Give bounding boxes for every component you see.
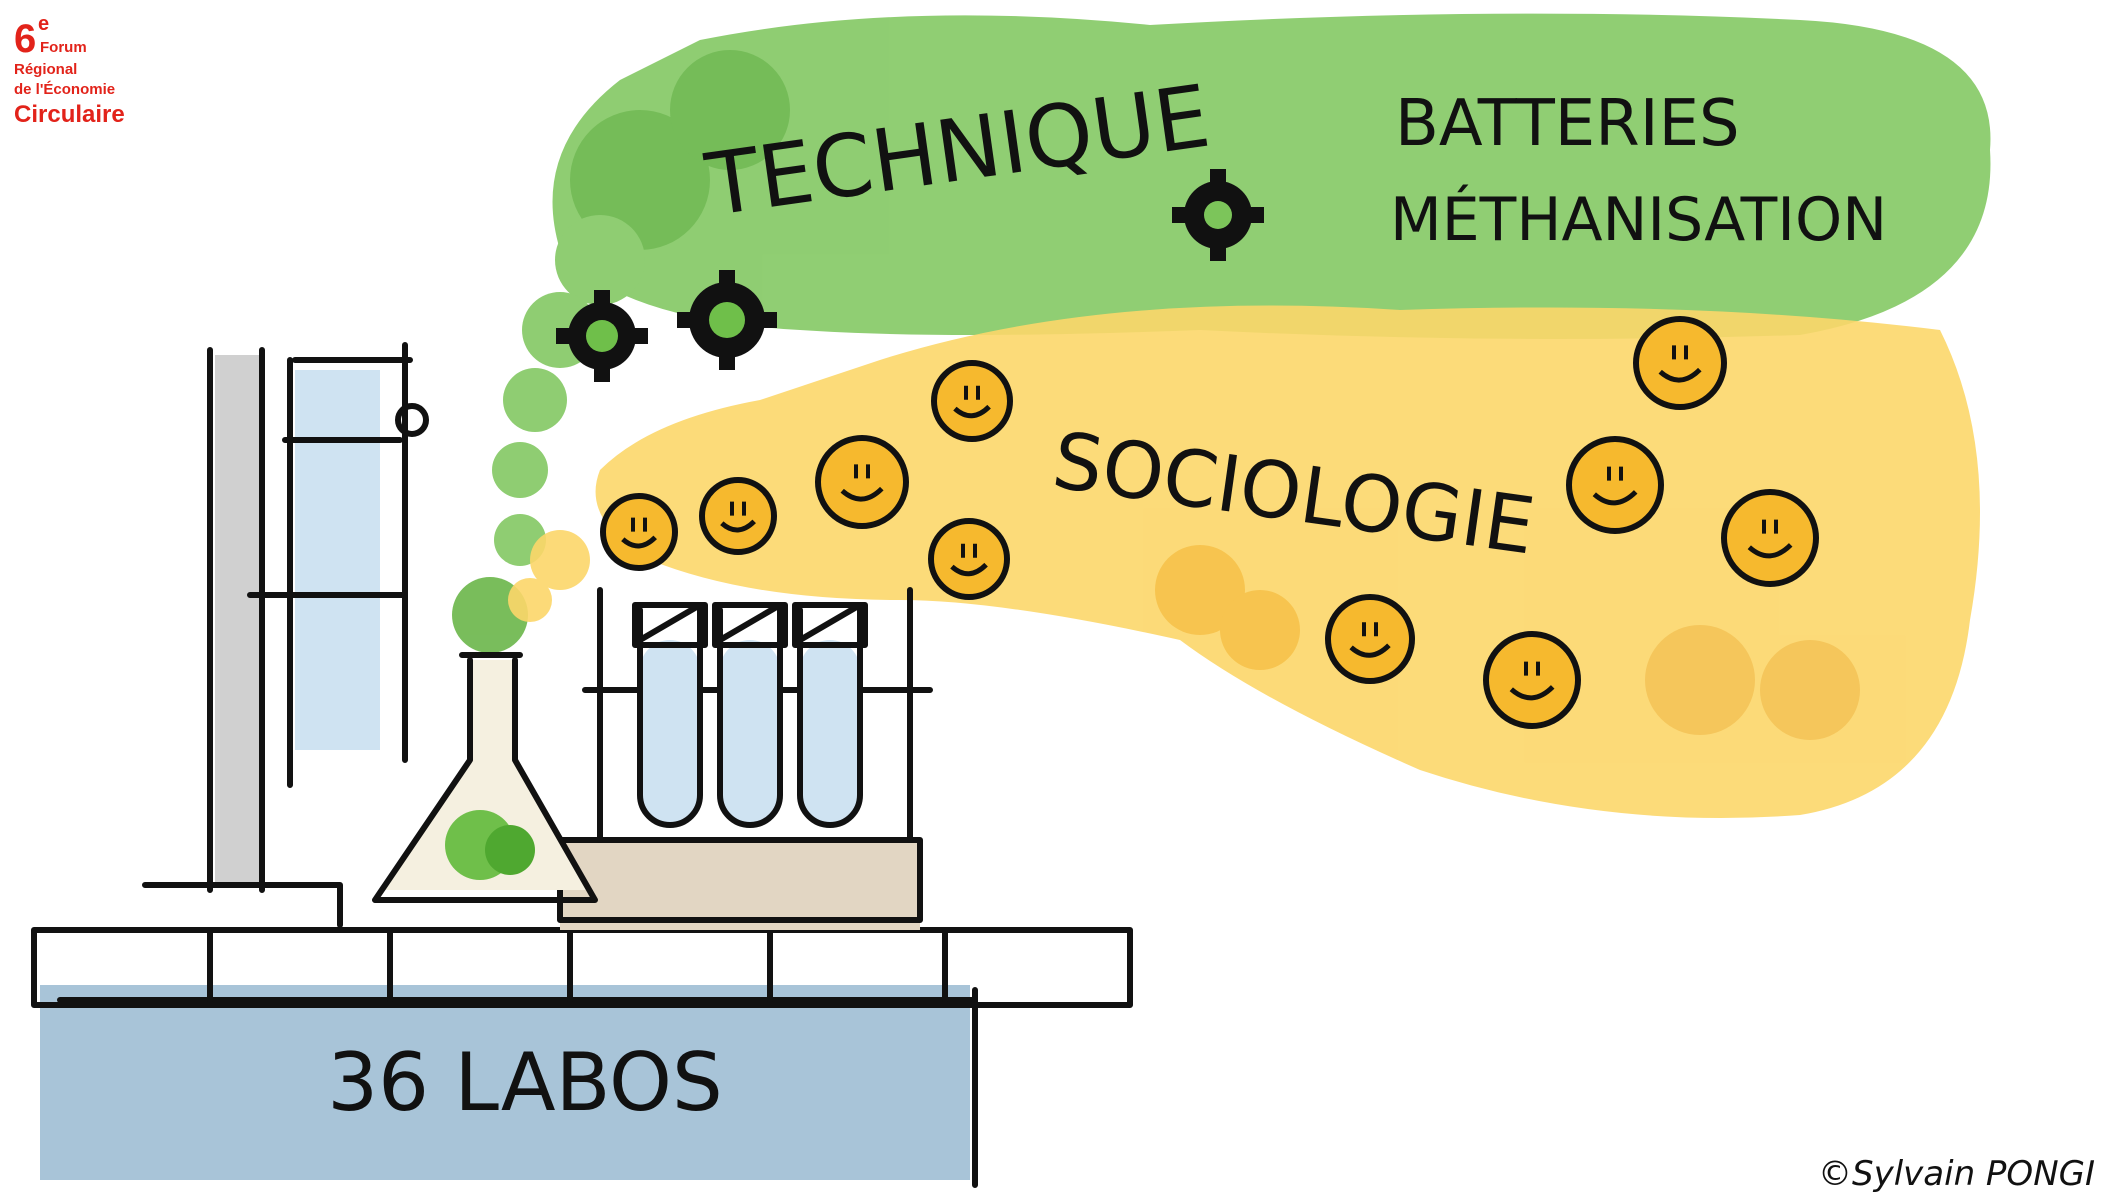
smiley [931, 521, 1007, 597]
smiley [818, 438, 906, 526]
logo-superscript: e [38, 13, 49, 35]
building-base [34, 840, 1130, 1185]
smiley [1724, 492, 1816, 584]
smiley [1328, 597, 1412, 681]
technique-item: BATTERIES [1395, 87, 1740, 161]
credit: ©Sylvain PONGI [1818, 1154, 2095, 1194]
technique-item: MÉTHANISATION [1390, 183, 1887, 255]
logo-line: Circulaire [14, 101, 125, 128]
test-tubes [585, 590, 930, 840]
page: {"logo": {"number": "6", "superscript": … [0, 0, 2111, 1202]
labs-label: 36 LABOS [327, 1036, 723, 1129]
smiley [934, 363, 1010, 439]
logo: 6 e Forum Régional de l'Économie Circula… [14, 13, 125, 128]
illustration: TECHNIQUE BATTERIES MÉTHANISATION SOCIOL… [0, 0, 2111, 1202]
logo-number: 6 [14, 17, 36, 61]
smiley [1486, 634, 1578, 726]
logo-line: de l'Économie [14, 81, 115, 98]
logo-line: Forum [40, 39, 87, 56]
logo-line: Régional [14, 61, 77, 78]
smiley [1636, 319, 1724, 407]
smiley [603, 496, 675, 568]
smiley [1569, 439, 1661, 531]
tower [145, 345, 426, 925]
smiley [702, 480, 774, 552]
